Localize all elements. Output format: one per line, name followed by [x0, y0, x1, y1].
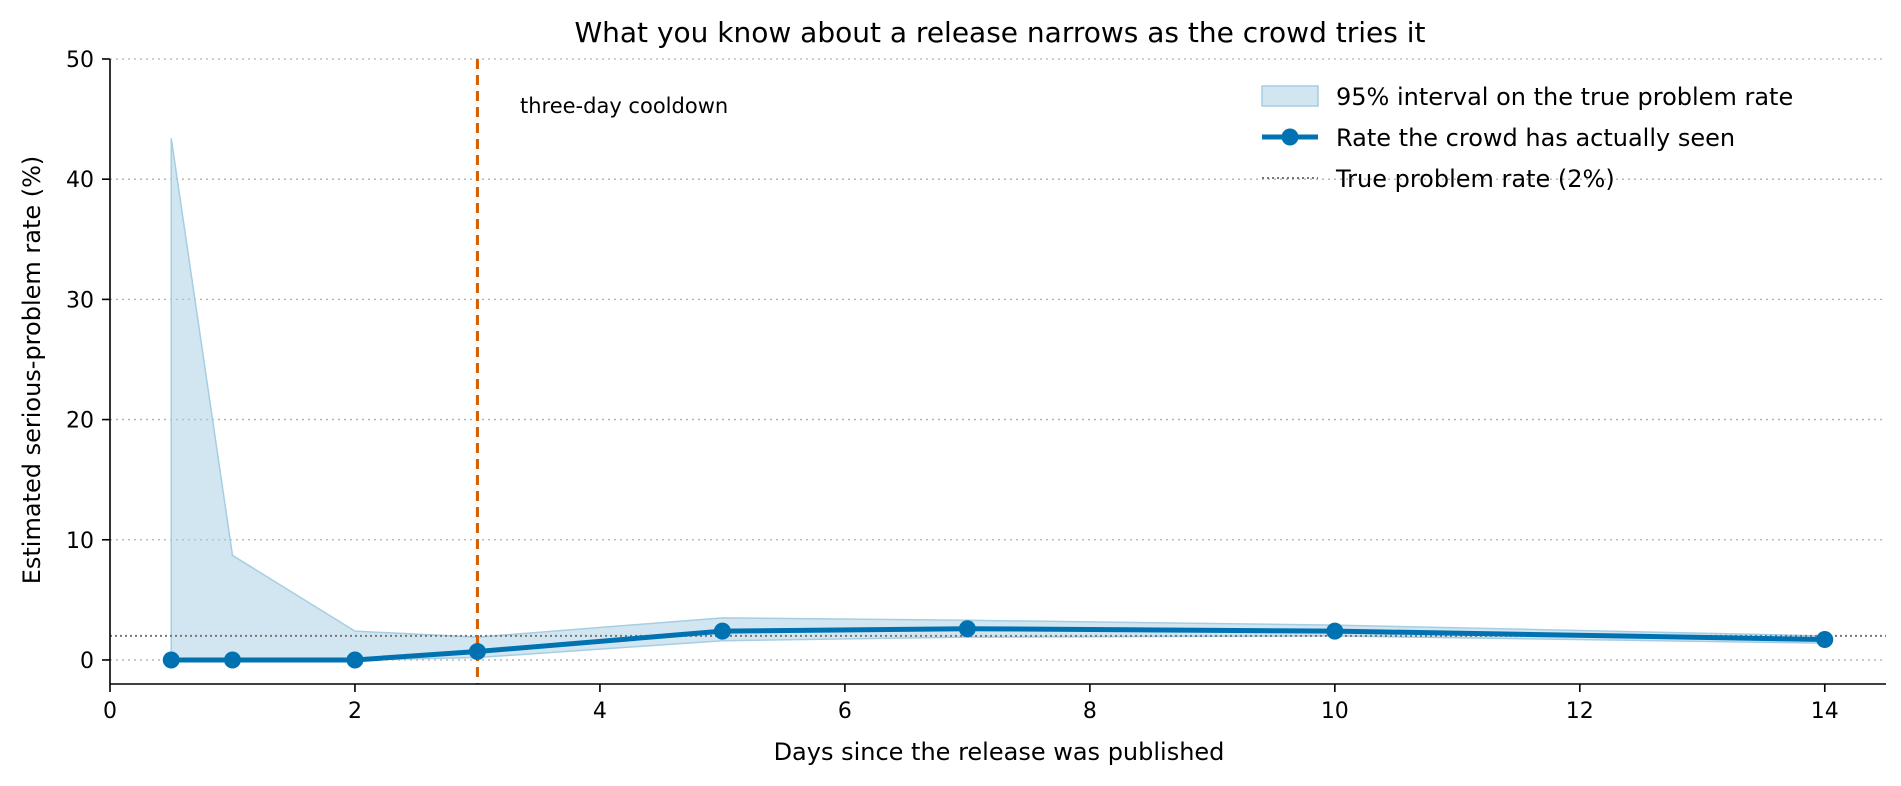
- interval-band: [170, 138, 1826, 661]
- y-tick-label: 40: [66, 168, 94, 193]
- interval-band-layer: [170, 138, 1826, 661]
- tick-labels: 0 2 4 6 8 10 12 14 0 10 20 30 40 50: [66, 48, 1839, 724]
- gridlines: [110, 58, 1886, 661]
- legend-label: True problem rate (2%): [1335, 165, 1615, 193]
- x-tick-label: 12: [1566, 699, 1594, 724]
- legend-swatch-interval: [1261, 85, 1319, 107]
- axes: [102, 58, 1886, 692]
- cooldown-annotation: three-day cooldown: [520, 94, 728, 118]
- observed-rate-point: [1816, 631, 1834, 649]
- x-tick-label: 8: [1083, 699, 1097, 724]
- x-tick-label: 2: [348, 699, 362, 724]
- x-tick-label: 10: [1321, 699, 1349, 724]
- legend-label: 95% interval on the true problem rate: [1336, 83, 1793, 111]
- x-axis-label: Days since the release was published: [774, 738, 1225, 766]
- y-axis-label: Estimated serious-problem rate (%): [18, 156, 46, 585]
- chart-title: What you know about a release narrows as…: [574, 16, 1425, 49]
- observed-rate-line: [171, 626, 1825, 663]
- y-tick-label: 50: [66, 48, 94, 73]
- y-tick-label: 30: [66, 288, 94, 313]
- y-tick-label: 20: [66, 409, 94, 434]
- observed-rate-point: [958, 620, 976, 638]
- legend: 95% interval on the true problem rate Rat…: [1261, 83, 1793, 193]
- y-tick-label: 0: [80, 649, 94, 674]
- observed-rate-point: [346, 651, 364, 669]
- observed-rate-point: [468, 643, 486, 661]
- x-tick-label: 0: [103, 699, 117, 724]
- x-tick-label: 6: [838, 699, 852, 724]
- x-tick-label: 14: [1811, 699, 1839, 724]
- legend-label: Rate the crowd has actually seen: [1336, 124, 1735, 152]
- observed-rate-point: [162, 651, 180, 669]
- observed-rate-point: [713, 622, 731, 640]
- observed-rate-point: [1326, 622, 1344, 640]
- x-tick-label: 4: [593, 699, 607, 724]
- reference-lines: [110, 59, 1886, 684]
- legend-marker-observed: [1281, 128, 1299, 146]
- y-tick-label: 10: [66, 529, 94, 554]
- observed-rate-point: [223, 651, 241, 669]
- observed-rate-layer: [162, 620, 1834, 669]
